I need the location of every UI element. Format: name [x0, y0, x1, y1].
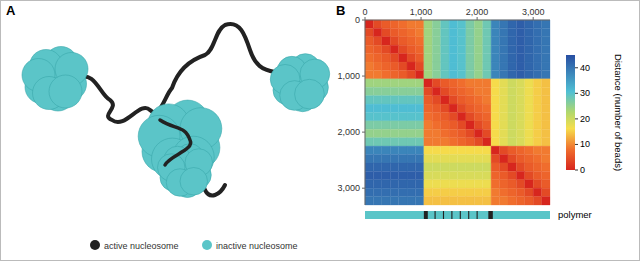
svg-text:2,000: 2,000	[337, 127, 360, 137]
svg-text:1,000: 1,000	[410, 7, 433, 17]
svg-text:3,000: 3,000	[522, 7, 545, 17]
svg-text:0: 0	[580, 165, 585, 175]
svg-text:polymer: polymer	[558, 209, 592, 220]
svg-text:10: 10	[580, 139, 590, 149]
svg-text:20: 20	[580, 114, 590, 124]
svg-text:Distance (number of beads): Distance (number of beads)	[613, 54, 624, 171]
svg-text:active nucleosome: active nucleosome	[104, 241, 179, 251]
svg-text:B: B	[336, 3, 345, 18]
svg-text:3,000: 3,000	[337, 183, 360, 193]
svg-text:40: 40	[580, 63, 590, 73]
svg-text:0: 0	[355, 15, 360, 25]
svg-text:1,000: 1,000	[337, 71, 360, 81]
svg-text:A: A	[6, 3, 16, 18]
svg-text:30: 30	[580, 88, 590, 98]
svg-text:inactive nucleosome: inactive nucleosome	[216, 241, 298, 251]
svg-text:0: 0	[362, 7, 367, 17]
svg-text:2,000: 2,000	[466, 7, 489, 17]
